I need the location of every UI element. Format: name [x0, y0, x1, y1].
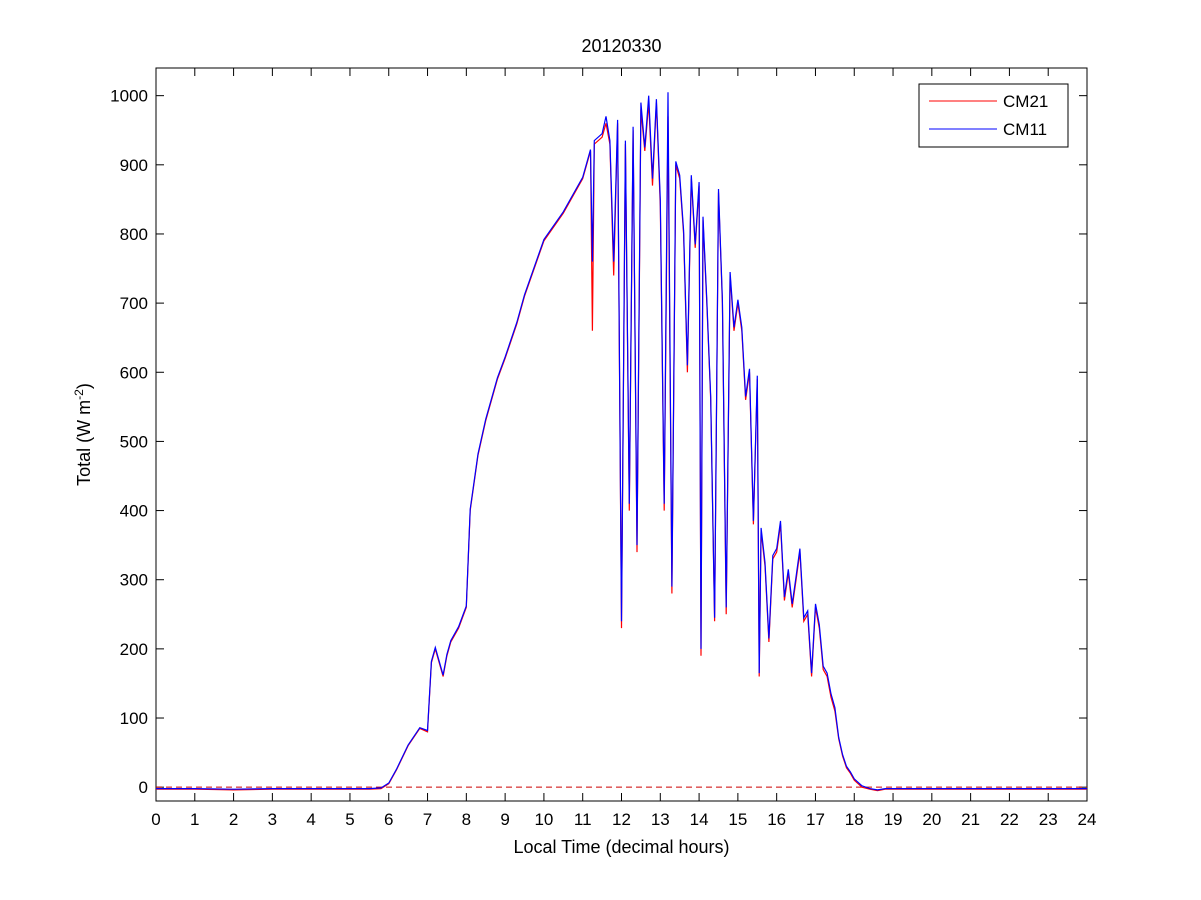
x-tick-label: 1 — [190, 810, 199, 829]
x-tick-label: 15 — [728, 810, 747, 829]
x-tick-label: 20 — [922, 810, 941, 829]
y-axis-ticks: 0 100 200 300 400 500 600 700 800 900 1000 — [110, 87, 1087, 797]
legend: CM21 CM11 — [918, 83, 1069, 148]
y-axis-label-prefix: Total (W m — [74, 400, 94, 486]
x-tick-label: 7 — [423, 810, 432, 829]
x-tick-label: 0 — [151, 810, 160, 829]
legend-label-cm21: CM21 — [1003, 92, 1048, 111]
x-axis-ticks: 0 1 2 3 4 5 6 7 8 9 10 11 12 13 14 15 16 17 18 19 20 21 22 23 24 — [151, 68, 1096, 829]
legend-label-cm11: CM11 — [1003, 120, 1047, 139]
x-tick-label: 18 — [845, 810, 864, 829]
x-tick-label: 22 — [1000, 810, 1019, 829]
y-axis-label-suffix: ) — [74, 383, 94, 389]
x-tick-label: 3 — [268, 810, 277, 829]
x-tick-label: 6 — [384, 810, 393, 829]
x-tick-label: 23 — [1039, 810, 1058, 829]
x-tick-label: 4 — [306, 810, 315, 829]
chart-title: 20120330 — [581, 36, 661, 56]
y-tick-label: 900 — [120, 156, 148, 175]
series-line-cm11 — [156, 92, 1087, 791]
y-tick-label: 600 — [120, 363, 148, 382]
x-tick-label: 8 — [462, 810, 471, 829]
y-tick-label: 0 — [139, 778, 148, 797]
y-tick-label: 800 — [120, 225, 148, 244]
y-axis-label: Total (W m-2) — [72, 383, 94, 486]
legend-box — [918, 83, 1069, 148]
x-tick-label: 2 — [229, 810, 238, 829]
series-line-cm21 — [156, 102, 1087, 792]
y-tick-label: 100 — [120, 709, 148, 728]
x-tick-label: 12 — [612, 810, 631, 829]
x-axis-label: Local Time (decimal hours) — [513, 837, 729, 857]
x-tick-label: 14 — [690, 810, 709, 829]
x-tick-label: 13 — [651, 810, 670, 829]
x-tick-label: 21 — [961, 810, 980, 829]
x-tick-label: 16 — [767, 810, 786, 829]
x-tick-label: 19 — [884, 810, 903, 829]
y-tick-label: 200 — [120, 640, 148, 659]
plot-area-frame — [155, 67, 1088, 802]
y-tick-label: 700 — [120, 294, 148, 313]
series-layer — [156, 92, 1087, 792]
y-tick-label: 300 — [120, 571, 148, 590]
x-tick-label: 10 — [534, 810, 553, 829]
y-tick-label: 400 — [120, 502, 148, 521]
x-tick-label: 24 — [1078, 810, 1097, 829]
x-tick-label: 5 — [345, 810, 354, 829]
x-tick-label: 11 — [574, 810, 592, 829]
x-tick-label: 17 — [806, 810, 825, 829]
y-tick-label: 1000 — [110, 87, 148, 106]
y-axis-label-superscript: -2 — [72, 389, 86, 400]
x-tick-label: 9 — [500, 810, 509, 829]
y-tick-label: 500 — [120, 432, 148, 451]
